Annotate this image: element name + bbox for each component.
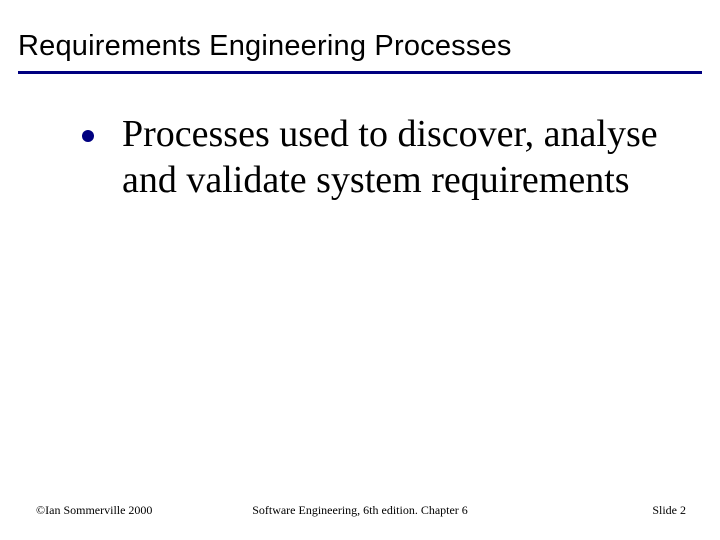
footer: ©Ian Sommerville 2000 Software Engineeri…	[0, 503, 720, 518]
body-text: Processes used to discover, analyse and …	[122, 112, 676, 203]
footer-left: ©Ian Sommerville 2000	[36, 503, 152, 518]
list-item: Processes used to discover, analyse and …	[82, 112, 676, 203]
content-area: Processes used to discover, analyse and …	[18, 74, 702, 203]
footer-center: Software Engineering, 6th edition. Chapt…	[252, 503, 468, 518]
footer-right: Slide 2	[652, 503, 686, 518]
bullet-icon	[82, 130, 94, 142]
slide-title: Requirements Engineering Processes	[18, 30, 702, 69]
slide: Requirements Engineering Processes Proce…	[0, 0, 720, 540]
